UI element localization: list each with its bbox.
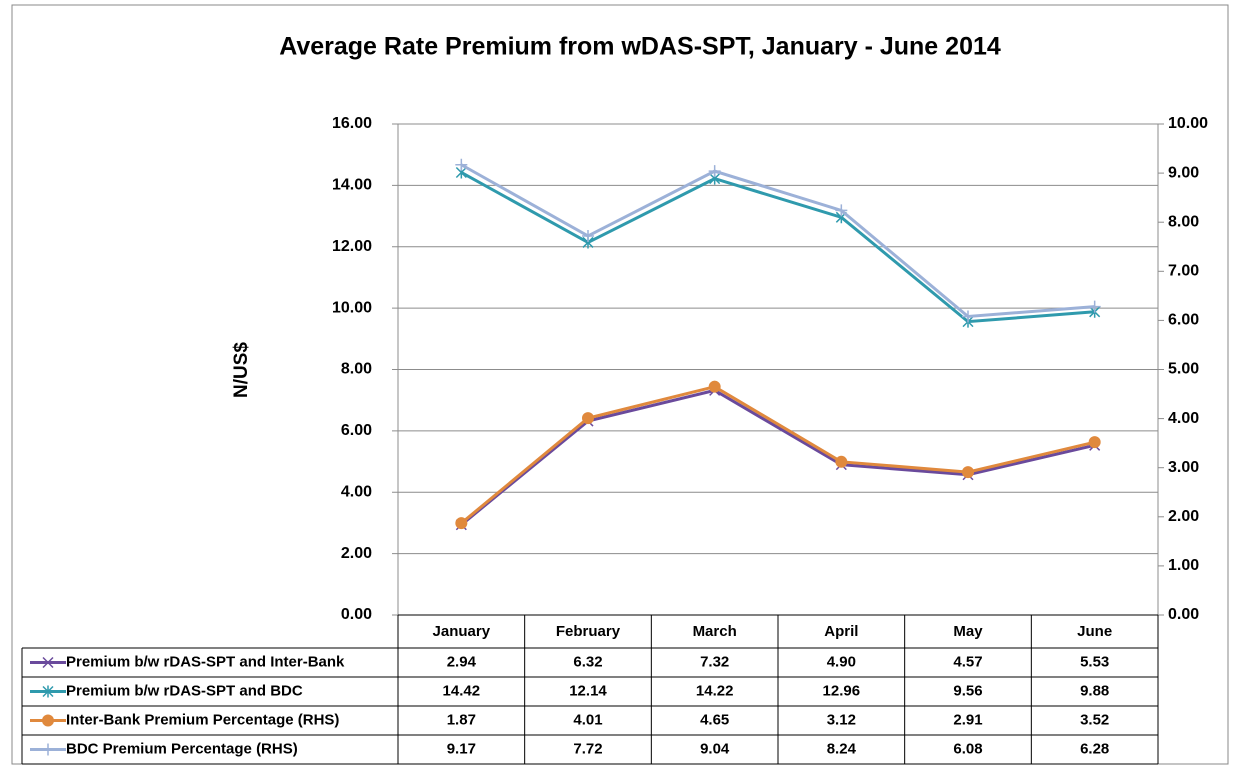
y2-tick-label: 5.00 <box>1168 361 1199 378</box>
table-value: 6.08 <box>953 740 982 757</box>
x-tick-label: April <box>824 623 858 640</box>
table-value: 9.88 <box>1080 682 1109 699</box>
x-tick-label: May <box>953 623 983 640</box>
table-value: 3.12 <box>827 711 856 728</box>
table-value: 14.22 <box>696 682 734 699</box>
y-tick-label: 4.00 <box>341 483 372 500</box>
y2-tick-label: 1.00 <box>1168 557 1199 574</box>
table-value: 12.96 <box>823 682 861 699</box>
y-tick-label: 8.00 <box>341 361 372 378</box>
table-value: 4.90 <box>827 653 856 670</box>
marker <box>455 517 468 530</box>
y-tick-label: 12.00 <box>332 238 372 255</box>
y2-tick-label: 8.00 <box>1168 213 1199 230</box>
x-tick-label: June <box>1077 623 1112 640</box>
x-tick-label: January <box>433 623 491 640</box>
table-value: 2.91 <box>953 711 982 728</box>
chart-border <box>11 4 1229 765</box>
table-value: 9.17 <box>447 740 476 757</box>
y-tick-label: 0.00 <box>341 606 372 623</box>
y2-tick-label: 2.00 <box>1168 508 1199 525</box>
y2-tick-label: 6.00 <box>1168 312 1199 329</box>
legend-label: Premium b/w rDAS-SPT and BDC <box>66 682 303 699</box>
y2-tick-label: 3.00 <box>1168 459 1199 476</box>
legend-label: Inter-Bank Premium Percentage (RHS) <box>66 711 339 728</box>
series-line <box>460 163 1095 319</box>
legend-label: Premium b/w rDAS-SPT and Inter-Bank <box>66 653 345 670</box>
table-value: 7.32 <box>700 653 729 670</box>
y2-tick-label: 4.00 <box>1168 410 1199 427</box>
table-value: 4.01 <box>573 711 602 728</box>
marker <box>835 455 848 468</box>
y2-tick-label: 0.00 <box>1168 606 1199 623</box>
marker <box>962 310 974 323</box>
marker <box>42 714 54 727</box>
series-line <box>460 388 1096 526</box>
table-value: 8.24 <box>827 740 857 757</box>
y-tick-label: 2.00 <box>341 545 372 562</box>
table-value: 3.52 <box>1080 711 1109 728</box>
marker <box>1088 300 1101 313</box>
y2-tick-label: 9.00 <box>1168 164 1199 181</box>
y-tick-label: 6.00 <box>341 422 372 439</box>
series-line <box>460 385 1096 525</box>
marker <box>708 165 721 178</box>
marker <box>582 229 594 242</box>
table-value: 7.72 <box>573 740 602 757</box>
table-value: 9.04 <box>700 740 730 757</box>
marker <box>708 380 721 393</box>
table-value: 6.28 <box>1080 740 1109 757</box>
table-value: 1.87 <box>447 711 476 728</box>
series-line <box>460 171 1095 324</box>
y-tick-label: 16.00 <box>332 115 372 132</box>
table-value: 6.32 <box>573 653 602 670</box>
x-tick-label: February <box>556 623 621 640</box>
marker <box>42 656 54 669</box>
marker <box>42 743 54 756</box>
marker <box>582 412 594 425</box>
y-tick-label: 10.00 <box>332 299 372 316</box>
table-value: 4.57 <box>953 653 982 670</box>
y-tick-label: 14.00 <box>332 177 372 194</box>
y-axis-label: N/US$ <box>231 342 252 398</box>
marker <box>835 204 848 217</box>
table-value: 14.42 <box>443 682 481 699</box>
legend-label: BDC Premium Percentage (RHS) <box>66 740 298 757</box>
x-tick-label: March <box>693 623 737 640</box>
table-value: 5.53 <box>1080 653 1109 670</box>
chart-title: Average Rate Premium from wDAS-SPT, Janu… <box>279 33 1001 61</box>
table-value: 12.14 <box>569 682 607 699</box>
marker <box>42 685 54 698</box>
table-value: 4.65 <box>700 711 729 728</box>
marker <box>1088 436 1101 449</box>
marker <box>455 158 468 171</box>
marker <box>962 466 974 479</box>
table-value: 9.56 <box>953 682 982 699</box>
y2-tick-label: 10.00 <box>1168 115 1208 132</box>
table-value: 2.94 <box>447 653 477 670</box>
y2-tick-label: 7.00 <box>1168 263 1199 280</box>
